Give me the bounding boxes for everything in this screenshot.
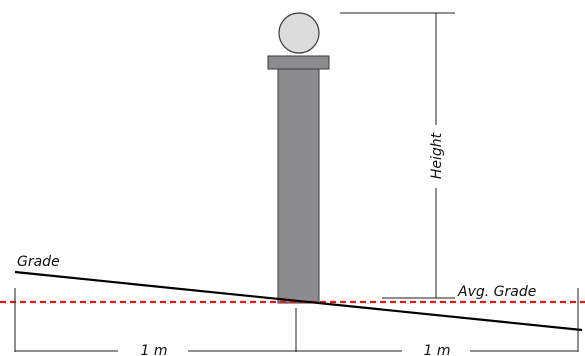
bollard bbox=[267, 12, 330, 304]
bollard-ball bbox=[278, 12, 320, 54]
height-dimension: Height bbox=[340, 12, 455, 299]
right-distance-label: 1 m bbox=[424, 343, 451, 356]
left-distance-label: 1 m bbox=[141, 343, 168, 356]
avg-grade-label: Avg. Grade bbox=[457, 284, 536, 300]
distance-dimensions: 1 m 1 m bbox=[14, 288, 579, 356]
bollard-cap bbox=[267, 55, 330, 70]
grade-label: Grade bbox=[17, 254, 60, 270]
grade-line bbox=[14, 270, 583, 332]
height-label: Height bbox=[429, 132, 445, 179]
bollard-post bbox=[277, 67, 320, 304]
